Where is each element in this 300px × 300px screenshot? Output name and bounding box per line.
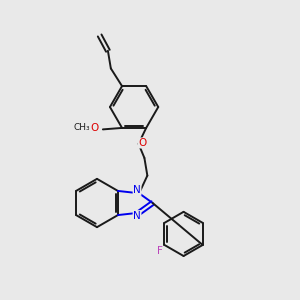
Text: N: N xyxy=(133,211,141,221)
Text: O: O xyxy=(138,138,146,148)
Text: N: N xyxy=(133,185,141,195)
Text: CH₃: CH₃ xyxy=(74,123,90,132)
Text: O: O xyxy=(90,123,98,133)
Text: F: F xyxy=(157,246,163,256)
